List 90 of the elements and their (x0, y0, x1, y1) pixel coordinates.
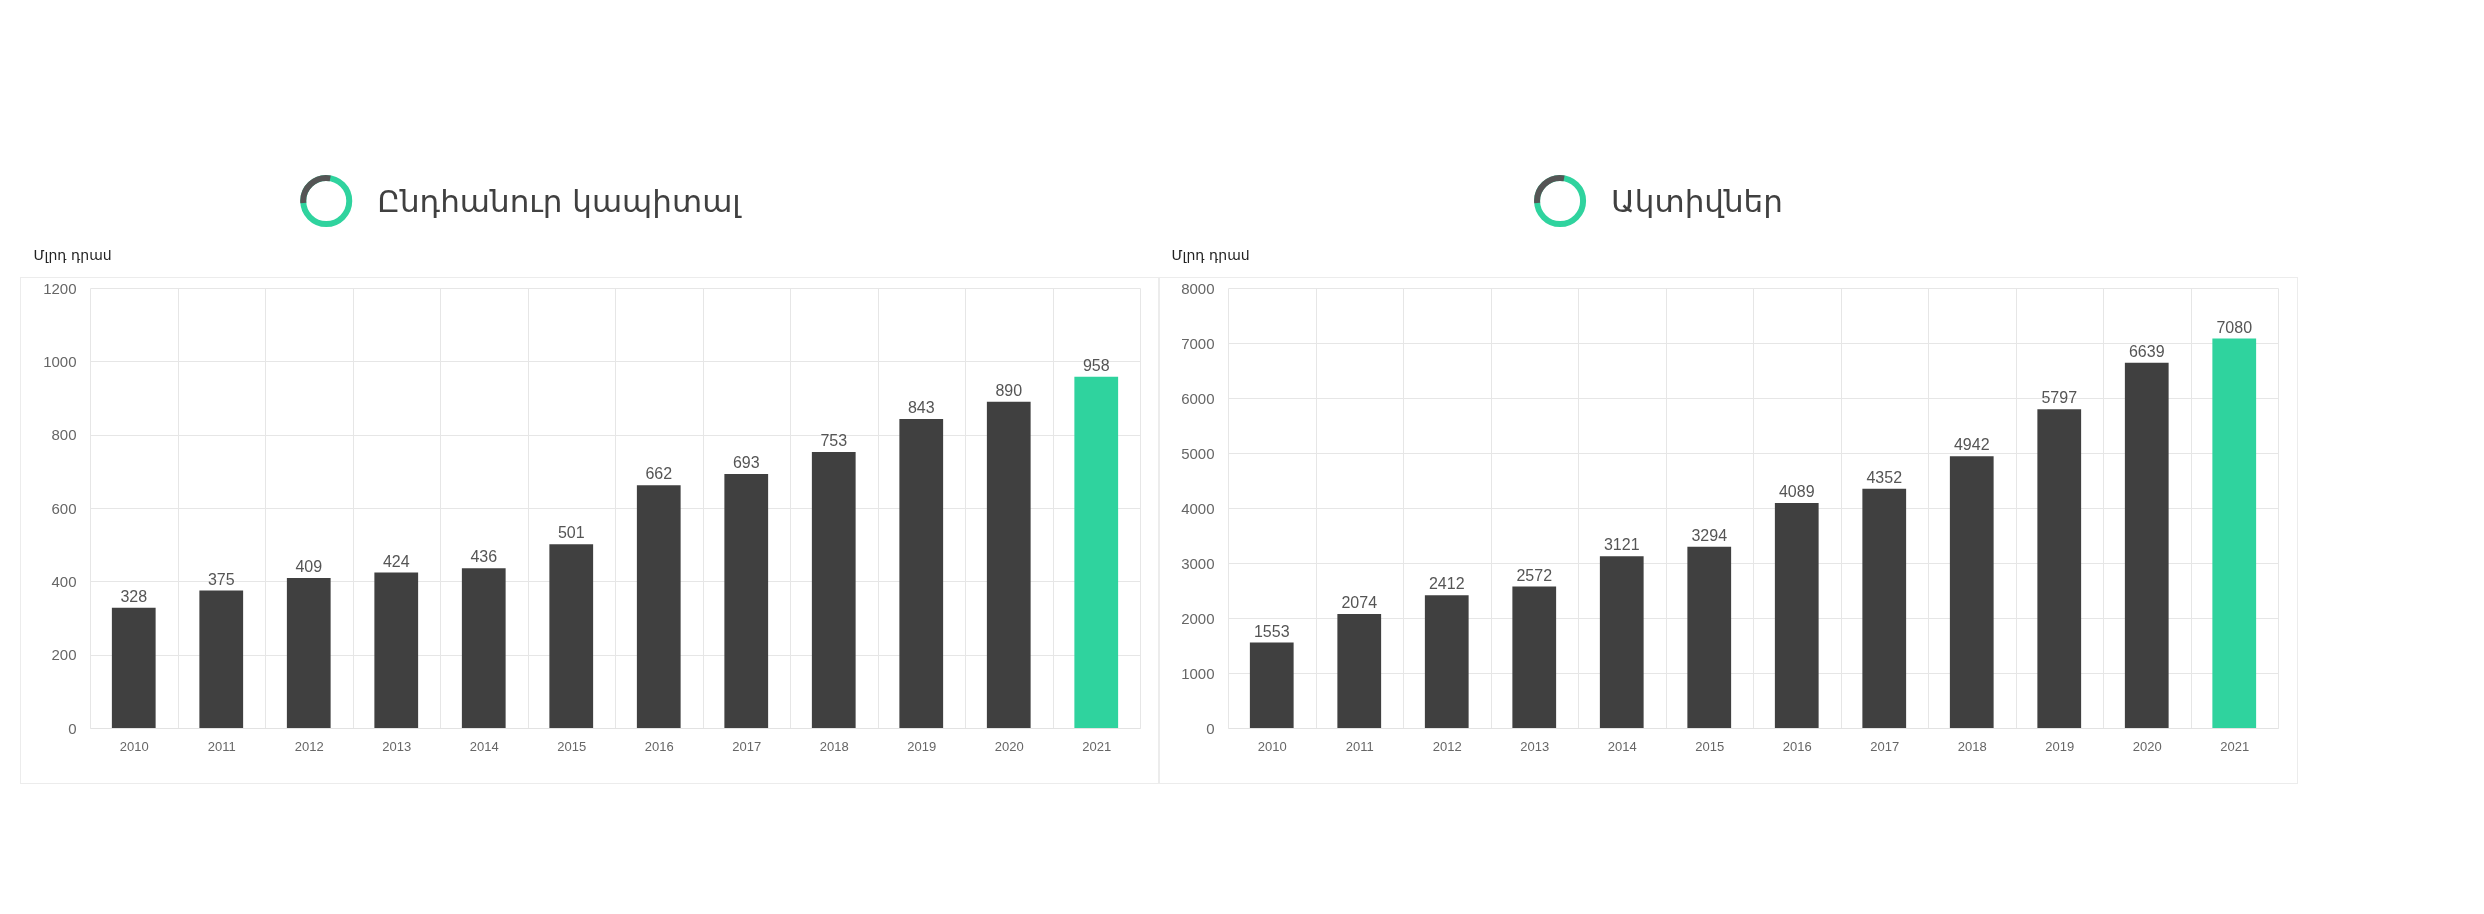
data-label: 958 (1082, 356, 1110, 374)
x-tick-label: 2013 (1520, 738, 1550, 754)
x-tick-label: 2018 (1957, 738, 1987, 754)
x-tick-label: 2010 (119, 738, 149, 754)
data-label: 3121 (1603, 536, 1640, 554)
chart-title: Ակտիվներ (1611, 182, 1783, 221)
bar (374, 572, 419, 728)
x-tick-label: 2016 (644, 738, 674, 754)
y-tick-label: 1000 (1181, 664, 1215, 682)
y-tick-label: 400 (51, 572, 77, 590)
data-label: 843 (907, 398, 935, 416)
x-tick-label: 2014 (469, 738, 499, 754)
bar (286, 578, 331, 728)
bar (1337, 613, 1382, 728)
data-label: 4089 (1778, 483, 1815, 501)
data-label: 4352 (1866, 468, 1903, 486)
bar (899, 418, 944, 728)
chart-title: Ընդհանուր կապիտալ (377, 182, 741, 221)
y-tick-label: 3000 (1181, 554, 1215, 572)
y-tick-label: 1000 (43, 352, 77, 370)
x-tick-label: 2019 (2045, 738, 2075, 754)
data-label: 7080 (2216, 318, 2253, 336)
x-tick-label: 2011 (207, 738, 236, 754)
x-tick-label: 2019 (907, 738, 937, 754)
bar (1424, 595, 1469, 728)
bar (1074, 376, 1119, 728)
x-tick-label: 2013 (382, 738, 412, 754)
data-label: 693 (732, 453, 760, 471)
y-tick-label: 800 (51, 426, 77, 444)
data-label: 2412 (1428, 575, 1465, 593)
bar (2124, 362, 2169, 728)
bar (986, 401, 1031, 728)
x-tick-label: 2014 (1607, 738, 1637, 754)
data-label: 501 (557, 524, 585, 542)
x-tick-label: 2012 (294, 738, 324, 754)
data-label: 409 (295, 558, 323, 576)
bar (199, 590, 244, 728)
data-label: 328 (120, 587, 148, 605)
data-label: 2572 (1516, 566, 1553, 584)
data-label: 753 (820, 431, 848, 449)
bar (1862, 488, 1907, 728)
y-tick-label: 6000 (1181, 389, 1215, 407)
data-label: 890 (995, 381, 1023, 399)
bar (724, 473, 769, 728)
bar (811, 451, 856, 728)
data-label: 662 (645, 465, 673, 483)
y-tick-label: 0 (1206, 719, 1215, 737)
x-tick-label: 2020 (2132, 738, 2162, 754)
bar (1512, 586, 1557, 728)
x-tick-label: 2012 (1432, 738, 1462, 754)
bar (1949, 456, 1994, 728)
y-tick-label: 1200 (43, 279, 77, 297)
x-tick-label: 2021 (1082, 738, 1112, 754)
y-tick-label: 600 (51, 499, 77, 517)
bar (1687, 546, 1732, 728)
bar (636, 485, 681, 728)
x-tick-label: 2011 (1345, 738, 1374, 754)
y-tick-label: 2000 (1181, 609, 1215, 627)
data-label: 436 (470, 548, 498, 566)
y-tick-label: 200 (51, 646, 77, 664)
data-label: 424 (382, 552, 410, 570)
y-tick-label: 4000 (1181, 499, 1215, 517)
bar (2212, 338, 2257, 728)
y-tick-label: 7000 (1181, 334, 1215, 352)
bar (549, 544, 594, 728)
x-tick-label: 2010 (1257, 738, 1287, 754)
y-tick-label: 5000 (1181, 444, 1215, 462)
y-tick-label: 0 (68, 719, 77, 737)
data-label: 5797 (2041, 389, 2078, 407)
data-label: 4942 (1953, 436, 1990, 454)
data-label: 375 (207, 570, 235, 588)
bar (2037, 409, 2082, 728)
bar (1774, 503, 1819, 728)
data-label: 2074 (1341, 593, 1378, 611)
bar (1599, 556, 1644, 728)
data-label: 3294 (1691, 526, 1728, 544)
bar (111, 607, 156, 728)
x-tick-label: 2021 (2220, 738, 2250, 754)
x-tick-label: 2015 (557, 738, 587, 754)
x-tick-label: 2015 (1695, 738, 1725, 754)
data-label: 6639 (2128, 342, 2165, 360)
x-tick-label: 2020 (994, 738, 1024, 754)
x-tick-label: 2017 (732, 738, 762, 754)
x-tick-label: 2018 (819, 738, 849, 754)
bar (1249, 642, 1294, 728)
y-tick-label: 8000 (1181, 279, 1215, 297)
x-tick-label: 2016 (1782, 738, 1812, 754)
data-label: 1553 (1253, 622, 1290, 640)
x-tick-label: 2017 (1870, 738, 1900, 754)
bar (461, 568, 506, 728)
